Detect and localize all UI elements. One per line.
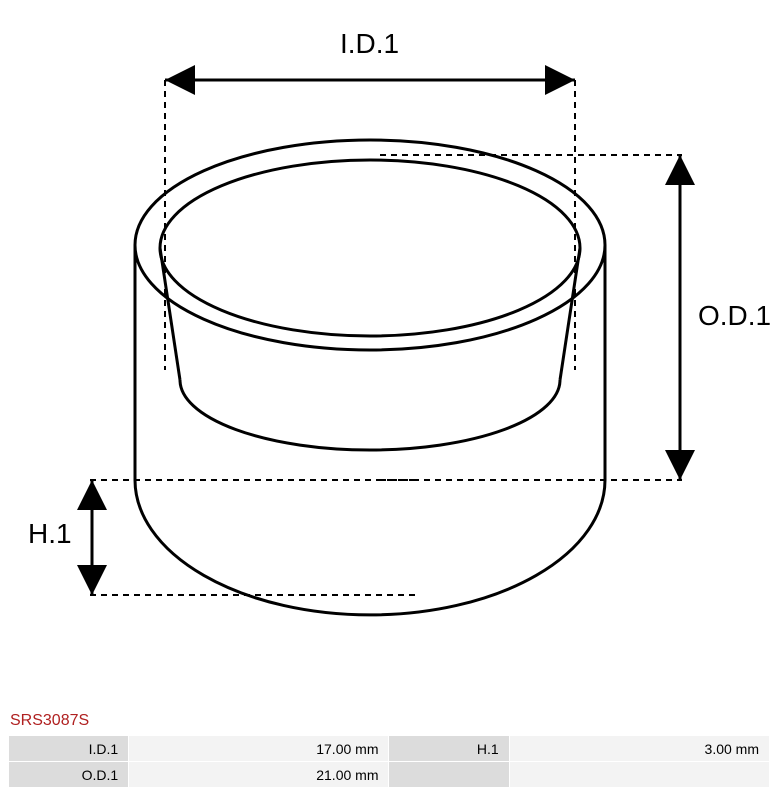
spec-table: I.D.1 17.00 mm H.1 3.00 mm O.D.1 21.00 m… (8, 735, 770, 788)
label-id1: I.D.1 (340, 28, 399, 60)
spec-label: H.1 (389, 736, 509, 762)
spec-value: 21.00 mm (129, 762, 389, 788)
diagram-svg (0, 0, 779, 700)
label-h1: H.1 (28, 518, 72, 550)
spec-value: 3.00 mm (509, 736, 769, 762)
label-od1: O.D.1 (698, 300, 771, 332)
technical-diagram: I.D.1 O.D.1 H.1 (0, 0, 779, 700)
spec-empty (389, 762, 509, 788)
table-row: O.D.1 21.00 mm (9, 762, 770, 788)
part-number: SRS3087S (10, 712, 89, 730)
spec-label: O.D.1 (9, 762, 129, 788)
spec-empty (509, 762, 769, 788)
spec-label: I.D.1 (9, 736, 129, 762)
spec-value: 17.00 mm (129, 736, 389, 762)
table-row: I.D.1 17.00 mm H.1 3.00 mm (9, 736, 770, 762)
